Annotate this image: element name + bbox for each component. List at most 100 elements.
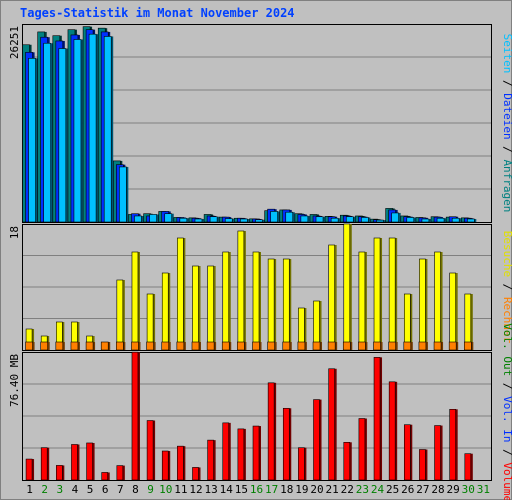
scale-label-middle: 18 bbox=[8, 226, 21, 239]
bar-besuche-day-26 bbox=[403, 293, 411, 351]
bar-besuche-day-28 bbox=[434, 251, 441, 351]
legend-entry-besuche: Besuche bbox=[501, 231, 512, 277]
bar-besuche-day-7 bbox=[116, 279, 124, 351]
bar-rechner-day-11 bbox=[176, 341, 185, 351]
bar-volumen-day-21 bbox=[328, 368, 335, 481]
x-tick-label-day-22: 22 bbox=[341, 483, 354, 496]
x-tick-label-day-8: 8 bbox=[132, 483, 139, 496]
bar-rechner-day-23 bbox=[358, 341, 366, 351]
x-tick-label-day-6: 6 bbox=[102, 483, 109, 496]
bar-seiten-day-26 bbox=[406, 217, 415, 223]
x-tick-label-day-13: 13 bbox=[204, 483, 217, 496]
bar-seiten-day-15 bbox=[240, 218, 248, 223]
bar-seiten-day-25 bbox=[391, 212, 399, 223]
x-tick-label-day-18: 18 bbox=[280, 483, 293, 496]
bar-seiten-day-27 bbox=[421, 218, 430, 223]
bar-rechner-day-21 bbox=[327, 341, 336, 351]
x-tick-label-day-23: 23 bbox=[356, 483, 369, 496]
bar-seiten-day-4 bbox=[73, 39, 82, 223]
bar-volumen-day-3 bbox=[56, 465, 63, 481]
bar-rechner-day-7 bbox=[116, 341, 124, 351]
x-tick-label-day-30: 30 bbox=[462, 483, 475, 496]
bar-seiten-day-16 bbox=[255, 219, 263, 223]
bar-volumen-day-1 bbox=[25, 458, 33, 481]
x-tick-label-day-7: 7 bbox=[117, 483, 124, 496]
bar-volumen-day-13 bbox=[207, 439, 214, 481]
bar-volumen-day-10 bbox=[161, 450, 169, 481]
bar-volumen-day-16 bbox=[252, 425, 260, 481]
bar-seiten-day-17 bbox=[270, 211, 278, 223]
x-tick-label-day-3: 3 bbox=[57, 483, 64, 496]
bar-rechner-day-17 bbox=[267, 341, 275, 351]
bar-besuche-day-12 bbox=[192, 265, 199, 351]
bar-rechner-day-9 bbox=[146, 341, 154, 351]
bar-rechner-day-12 bbox=[191, 341, 200, 351]
bar-volumen-day-28 bbox=[434, 425, 441, 481]
bar-besuche-day-30 bbox=[464, 293, 472, 351]
bar-besuche-day-18 bbox=[282, 258, 290, 351]
scale-label-bottom: 76.40 MB bbox=[8, 354, 21, 407]
bar-volumen-day-26 bbox=[403, 424, 411, 481]
legend-separator: / bbox=[501, 376, 512, 396]
bar-rechner-day-5 bbox=[85, 341, 94, 351]
legend-separator: / bbox=[501, 442, 512, 462]
x-tick-label-day-29: 29 bbox=[447, 483, 460, 496]
bar-besuche-day-17 bbox=[267, 258, 275, 351]
bar-volumen-day-19 bbox=[298, 447, 305, 481]
x-tick-label-day-24: 24 bbox=[371, 483, 385, 496]
chart-title: Tages-Statistik im Monat November 2024 bbox=[20, 6, 295, 20]
bar-volumen-day-14 bbox=[222, 422, 230, 481]
x-tick-label-day-20: 20 bbox=[310, 483, 323, 496]
bar-besuche-day-13 bbox=[207, 265, 214, 351]
legend-entry-vol-out: Vol. Out bbox=[501, 323, 512, 376]
bar-volumen-day-18 bbox=[282, 407, 290, 481]
x-tick-label-day-26: 26 bbox=[401, 483, 414, 496]
bar-volumen-day-2 bbox=[40, 447, 48, 481]
legend-separator: / bbox=[501, 73, 512, 93]
bar-rechner-day-3 bbox=[55, 341, 64, 351]
bar-rechner-day-22 bbox=[342, 341, 351, 351]
bar-volumen-day-25 bbox=[388, 381, 396, 481]
bar-seiten-day-3 bbox=[58, 48, 67, 223]
bar-rechner-day-16 bbox=[252, 341, 260, 351]
bar-seiten-day-2 bbox=[43, 42, 51, 223]
x-tick-label-day-19: 19 bbox=[295, 483, 308, 496]
bar-rechner-day-24 bbox=[373, 341, 381, 351]
legend-separator: / bbox=[501, 140, 512, 160]
bar-volumen-day-20 bbox=[313, 399, 320, 481]
bar-volumen-day-6 bbox=[101, 472, 109, 481]
bar-seiten-day-20 bbox=[315, 216, 324, 223]
x-tick-label-day-4: 4 bbox=[72, 483, 79, 496]
bar-besuche-day-25 bbox=[388, 237, 396, 351]
bar-rechner-day-2 bbox=[40, 341, 48, 351]
bar-rechner-day-15 bbox=[237, 341, 245, 351]
bar-seiten-day-12 bbox=[194, 218, 203, 223]
bar-seiten-day-13 bbox=[209, 216, 218, 223]
bar-seiten-day-5 bbox=[88, 33, 97, 223]
bar-besuche-day-9 bbox=[146, 293, 154, 351]
legend-separator: / bbox=[501, 277, 512, 297]
bar-besuche-day-27 bbox=[419, 258, 426, 351]
legend-bottom: Vol. Out / Vol. In / Volumen bbox=[501, 323, 512, 500]
bar-besuche-day-16 bbox=[252, 251, 260, 351]
bar-seiten-day-10 bbox=[164, 213, 173, 223]
bar-seiten-day-22 bbox=[345, 216, 354, 223]
bar-seiten-day-30 bbox=[467, 218, 475, 223]
bar-rechner-day-1 bbox=[25, 341, 33, 351]
bar-rechner-day-10 bbox=[161, 341, 170, 351]
x-tick-label-day-31: 31 bbox=[477, 483, 490, 496]
bar-seiten-day-8 bbox=[134, 215, 142, 223]
bar-volumen-day-15 bbox=[237, 428, 245, 481]
x-tick-label-day-17: 17 bbox=[265, 483, 278, 496]
bar-rechner-day-27 bbox=[418, 341, 427, 351]
x-tick-label-day-12: 12 bbox=[189, 483, 202, 496]
bar-seiten-day-14 bbox=[224, 218, 233, 223]
x-tick-label-day-27: 27 bbox=[416, 483, 429, 496]
bar-rechner-day-18 bbox=[282, 341, 291, 351]
x-tick-label-day-2: 2 bbox=[41, 483, 48, 496]
bar-seiten-day-6 bbox=[103, 36, 112, 223]
bar-seiten-day-19 bbox=[300, 215, 309, 223]
bar-rechner-day-19 bbox=[297, 341, 306, 351]
bar-rechner-day-29 bbox=[448, 341, 457, 351]
